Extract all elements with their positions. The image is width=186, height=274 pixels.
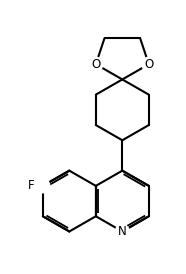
Circle shape [89, 57, 103, 71]
Text: O: O [91, 58, 100, 71]
Text: N: N [118, 225, 127, 238]
Text: O: O [144, 58, 153, 71]
Text: F: F [28, 179, 34, 192]
Circle shape [115, 224, 129, 238]
Circle shape [142, 57, 156, 71]
Circle shape [36, 179, 50, 193]
